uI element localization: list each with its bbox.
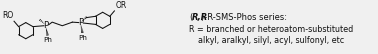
Text: OR: OR [115, 1, 127, 10]
Text: Ph: Ph [43, 37, 52, 43]
Text: Ph: Ph [78, 35, 87, 41]
Text: P: P [43, 21, 48, 30]
Text: alkyl, aralkyl, silyl, acyl, sulfonyl, etc: alkyl, aralkyl, silyl, acyl, sulfonyl, e… [198, 36, 344, 45]
Text: )-R-SMS-Phos series:: )-R-SMS-Phos series: [201, 13, 288, 22]
Text: P: P [78, 18, 83, 27]
Text: RO: RO [2, 11, 13, 20]
Text: R = branched or heteroatom-substituted: R = branched or heteroatom-substituted [189, 25, 353, 34]
Text: (: ( [189, 13, 192, 22]
Text: R,R: R,R [192, 13, 208, 22]
